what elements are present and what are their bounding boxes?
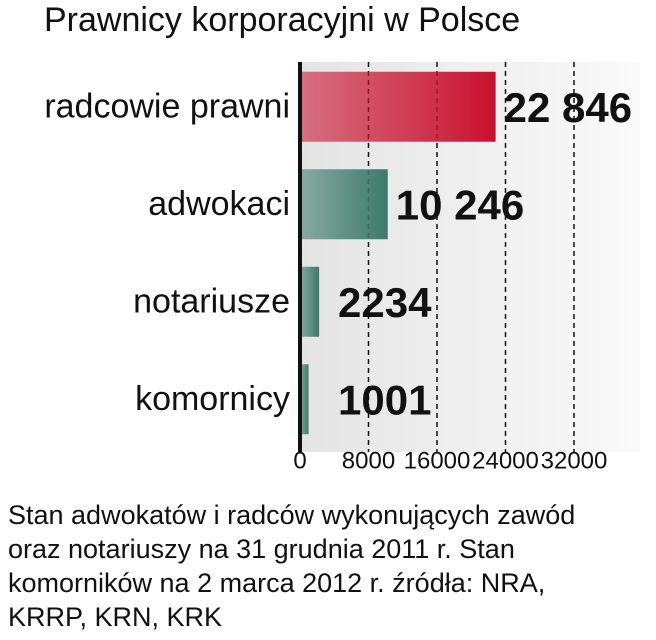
x-tick-label: 16000 <box>404 447 471 474</box>
bar <box>300 71 496 142</box>
chart-title: Prawnicy korporacyjni w Polsce <box>44 1 520 39</box>
value-label: 1001 <box>338 376 431 423</box>
category-label: komornicy <box>135 380 290 418</box>
category-label: notariusze <box>133 283 290 321</box>
bar <box>300 266 320 337</box>
x-tick-label: 24000 <box>472 447 539 474</box>
value-label: 22 846 <box>504 84 632 131</box>
x-tick-label: 8000 <box>342 447 395 474</box>
note-line: komorników na 2 marca 2012 r. źródła: NR… <box>8 568 545 598</box>
value-label: 10 246 <box>396 181 524 228</box>
bar <box>300 364 309 435</box>
bar <box>300 169 388 240</box>
category-label: radcowie prawni <box>44 88 290 126</box>
x-tick-label: 0 <box>293 447 306 474</box>
note-line: KRRP, KRN, KRK <box>8 602 222 632</box>
note-line: Stan adwokatów i radców wykonujących zaw… <box>8 500 575 530</box>
x-tick-label: 32000 <box>541 447 608 474</box>
note-line: oraz notariuszy na 31 grudnia 2011 r. St… <box>8 534 515 564</box>
category-label: adwokaci <box>148 185 290 223</box>
value-label: 2234 <box>338 279 432 326</box>
